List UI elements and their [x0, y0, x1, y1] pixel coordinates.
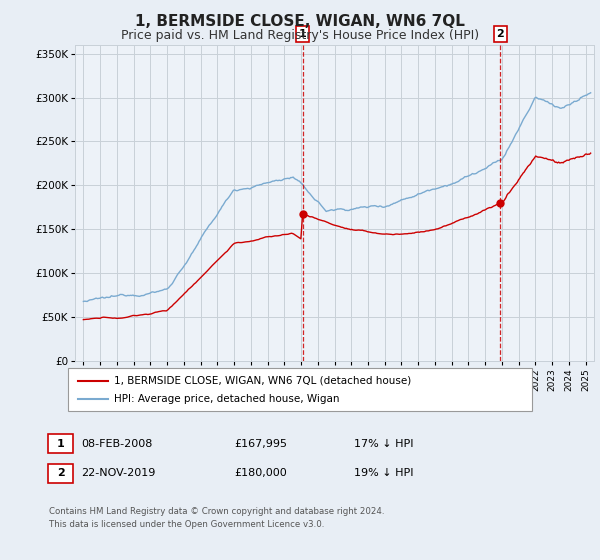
Text: £180,000: £180,000: [234, 468, 287, 478]
Text: 17% ↓ HPI: 17% ↓ HPI: [354, 438, 413, 449]
Text: 2: 2: [496, 29, 504, 39]
Text: 1: 1: [299, 29, 307, 39]
Text: 1: 1: [57, 438, 64, 449]
Text: 1, BERMSIDE CLOSE, WIGAN, WN6 7QL: 1, BERMSIDE CLOSE, WIGAN, WN6 7QL: [135, 14, 465, 29]
Text: HPI: Average price, detached house, Wigan: HPI: Average price, detached house, Wiga…: [114, 394, 340, 404]
Text: This data is licensed under the Open Government Licence v3.0.: This data is licensed under the Open Gov…: [49, 520, 325, 529]
Text: Contains HM Land Registry data © Crown copyright and database right 2024.: Contains HM Land Registry data © Crown c…: [49, 507, 385, 516]
Text: 1, BERMSIDE CLOSE, WIGAN, WN6 7QL (detached house): 1, BERMSIDE CLOSE, WIGAN, WN6 7QL (detac…: [114, 376, 411, 386]
Text: 22-NOV-2019: 22-NOV-2019: [81, 468, 155, 478]
Text: 19% ↓ HPI: 19% ↓ HPI: [354, 468, 413, 478]
Text: Price paid vs. HM Land Registry's House Price Index (HPI): Price paid vs. HM Land Registry's House …: [121, 29, 479, 42]
Text: 2: 2: [57, 468, 64, 478]
Text: £167,995: £167,995: [234, 438, 287, 449]
Text: 08-FEB-2008: 08-FEB-2008: [81, 438, 152, 449]
